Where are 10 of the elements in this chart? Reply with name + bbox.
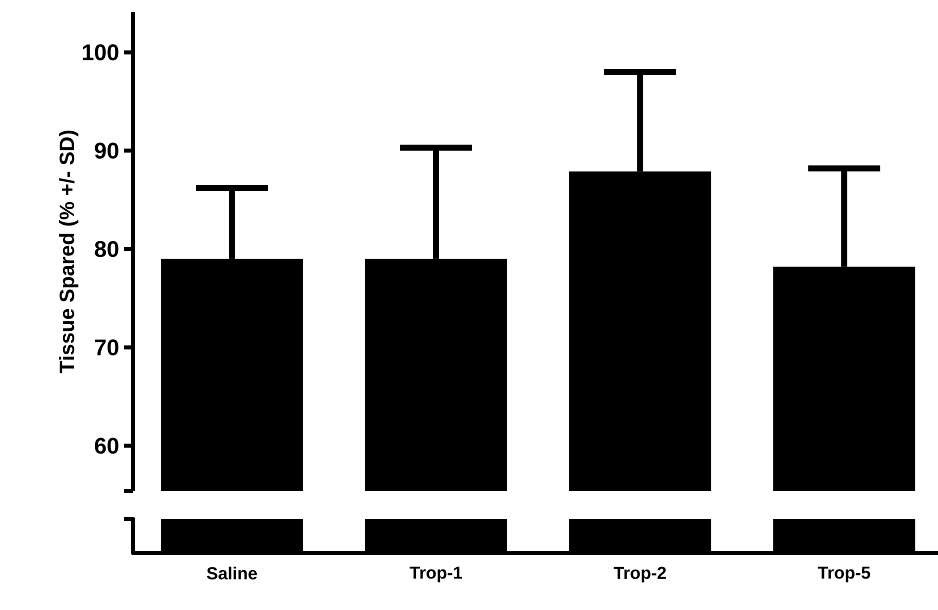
y-tick-label: 90 <box>94 142 118 159</box>
y-tick-label: 70 <box>95 339 118 356</box>
y-tick-label: 80 <box>94 241 118 258</box>
y-axis-title: Tissue Spared (% +/- SD) <box>59 130 78 374</box>
y-tick-label: 60 <box>94 438 118 454</box>
x-tick-label: Saline <box>206 566 257 580</box>
y-tick-label: 100 <box>82 44 118 60</box>
x-tick-label: Trop-1 <box>410 566 462 582</box>
x-tick-label: Trop-2 <box>614 566 666 582</box>
x-tick-label: Trop-5 <box>818 566 870 582</box>
